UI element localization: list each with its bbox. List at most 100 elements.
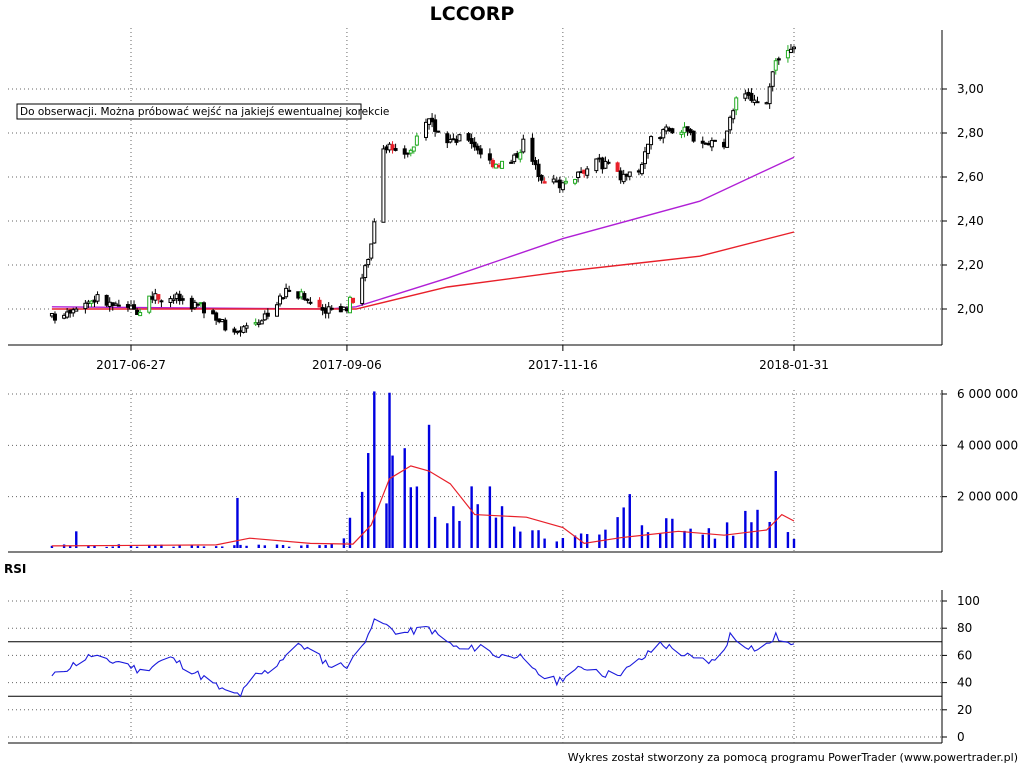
candle-body <box>639 163 644 175</box>
rsi-y-tick-label: 100 <box>957 594 980 608</box>
candle-body <box>132 304 137 310</box>
volume-bar <box>494 517 498 548</box>
candle-body <box>302 293 307 300</box>
candle-body <box>560 182 565 191</box>
candle <box>728 115 733 134</box>
candle-body <box>490 159 495 168</box>
candle <box>749 88 754 103</box>
candle-body <box>278 295 283 305</box>
volume-bar <box>275 544 279 548</box>
candle-body <box>536 163 541 177</box>
price-y-tick-label: 2,60 <box>957 170 984 184</box>
volume-moving-average-1 <box>51 465 795 547</box>
volume-bar <box>287 546 291 548</box>
candle <box>731 108 736 124</box>
candle <box>457 133 462 142</box>
volume-bar <box>388 392 391 548</box>
volume-bar <box>318 545 321 548</box>
candle-body <box>573 178 578 184</box>
candle <box>372 218 377 244</box>
candle-body <box>436 130 441 133</box>
candle <box>469 133 474 149</box>
candle-body <box>329 307 334 310</box>
volume-panel: 2 000 000 4 000 000 6 000 000 <box>8 387 1018 553</box>
volume-bar <box>476 504 479 548</box>
x-tick-label: 2017-11-16 <box>528 358 598 372</box>
candle <box>113 301 118 306</box>
volume-bar <box>640 525 644 548</box>
candle <box>232 326 237 335</box>
volume-grid <box>8 390 942 552</box>
candle <box>281 297 286 300</box>
candle <box>83 300 88 314</box>
rsi-panel: RSI 0 20 40 60 80 100 <box>4 562 980 744</box>
candle-body <box>792 46 796 50</box>
volume-bar <box>409 487 412 548</box>
price-y-tick-label: 2,20 <box>957 258 984 272</box>
volume-bar <box>537 530 540 548</box>
candle <box>585 165 590 179</box>
candle-body <box>785 50 790 59</box>
candle-body <box>414 135 419 146</box>
volume-bar <box>348 517 352 548</box>
candle <box>360 273 365 306</box>
candle <box>132 300 137 310</box>
candle <box>576 171 581 183</box>
candle-body <box>770 71 775 87</box>
candle <box>603 156 608 169</box>
candle <box>685 126 690 136</box>
rsi-series-line <box>51 618 795 698</box>
candle-body <box>171 298 176 301</box>
candle-body <box>533 160 538 166</box>
volume-bar <box>543 538 546 548</box>
candle-body <box>646 143 651 154</box>
candle <box>785 45 790 63</box>
candle-body <box>180 298 185 301</box>
candle <box>104 294 109 308</box>
candle <box>639 161 644 176</box>
candle-body <box>725 130 730 148</box>
candle-body <box>262 313 267 321</box>
candle <box>500 160 505 170</box>
volume-bar <box>415 486 419 548</box>
rsi-grid <box>8 590 942 743</box>
candle-body <box>195 303 200 306</box>
candle <box>363 263 368 282</box>
candle <box>743 89 748 102</box>
candle-body <box>363 265 368 279</box>
volume-bar <box>622 507 625 548</box>
candle <box>138 308 143 317</box>
volume-bar <box>707 528 711 548</box>
volume-moving-average <box>51 465 795 547</box>
candle-body <box>369 243 374 259</box>
candle-body <box>475 145 480 151</box>
candle-body <box>734 97 739 111</box>
price-y-tick-label: 3,00 <box>957 82 984 96</box>
volume-bar <box>671 518 674 548</box>
volume-bar <box>117 544 121 548</box>
candle <box>274 301 279 317</box>
rsi-y-tick-label: 0 <box>957 730 965 744</box>
candle <box>770 70 775 92</box>
volume-bar <box>452 506 455 548</box>
candle <box>65 307 70 319</box>
candle <box>776 56 781 65</box>
candle <box>725 130 730 148</box>
candle <box>317 297 322 308</box>
candle <box>116 299 121 307</box>
volume-y-tick-label: 4 000 000 <box>957 438 1018 452</box>
volume-bar <box>646 532 650 548</box>
volume-bar <box>391 455 394 548</box>
volume-bar <box>458 520 461 548</box>
candle <box>284 283 289 299</box>
candle-body <box>518 152 523 160</box>
candle <box>448 134 453 144</box>
candle <box>414 132 419 147</box>
candle <box>533 156 538 170</box>
candle-body <box>691 130 696 142</box>
candle-body <box>402 148 407 155</box>
candle-body <box>372 221 377 244</box>
candle-body <box>411 146 416 152</box>
candle-body <box>788 48 793 53</box>
x-tick-label: 2017-09-06 <box>312 358 382 372</box>
